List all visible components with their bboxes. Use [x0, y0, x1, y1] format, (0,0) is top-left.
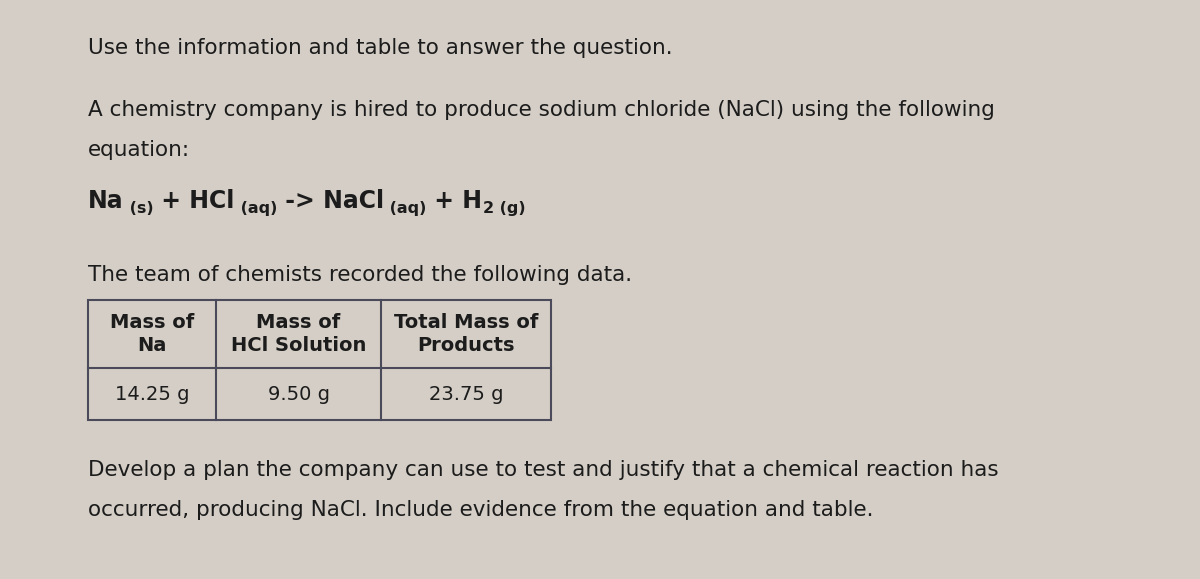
Text: occurred, producing NaCl. Include evidence from the equation and table.: occurred, producing NaCl. Include eviden…	[88, 500, 874, 520]
Text: 14.25 g: 14.25 g	[115, 384, 190, 404]
Text: -> NaCl: -> NaCl	[277, 189, 384, 213]
Text: Develop a plan the company can use to test and justify that a chemical reaction : Develop a plan the company can use to te…	[88, 460, 998, 480]
Text: 9.50 g: 9.50 g	[268, 384, 330, 404]
Text: + HCl: + HCl	[154, 189, 235, 213]
Text: equation:: equation:	[88, 140, 190, 160]
Text: Use the information and table to answer the question.: Use the information and table to answer …	[88, 38, 673, 58]
Text: A chemistry company is hired to produce sodium chloride (NaCl) using the followi: A chemistry company is hired to produce …	[88, 100, 995, 120]
Text: + H: + H	[426, 189, 482, 213]
Text: Total Mass of
Products: Total Mass of Products	[394, 313, 538, 356]
Text: The team of chemists recorded the following data.: The team of chemists recorded the follow…	[88, 265, 632, 285]
Bar	[88, 300, 551, 420]
Text: (g): (g)	[493, 201, 526, 216]
Text: Mass of
Na: Mass of Na	[110, 313, 194, 356]
Text: 23.75 g: 23.75 g	[428, 384, 503, 404]
Text: 2: 2	[482, 201, 493, 216]
Text: (aq): (aq)	[384, 201, 426, 216]
Text: (s): (s)	[124, 201, 154, 216]
Text: (aq): (aq)	[235, 201, 277, 216]
Text: Na: Na	[88, 189, 124, 213]
Text: Mass of
HCl Solution: Mass of HCl Solution	[230, 313, 366, 356]
